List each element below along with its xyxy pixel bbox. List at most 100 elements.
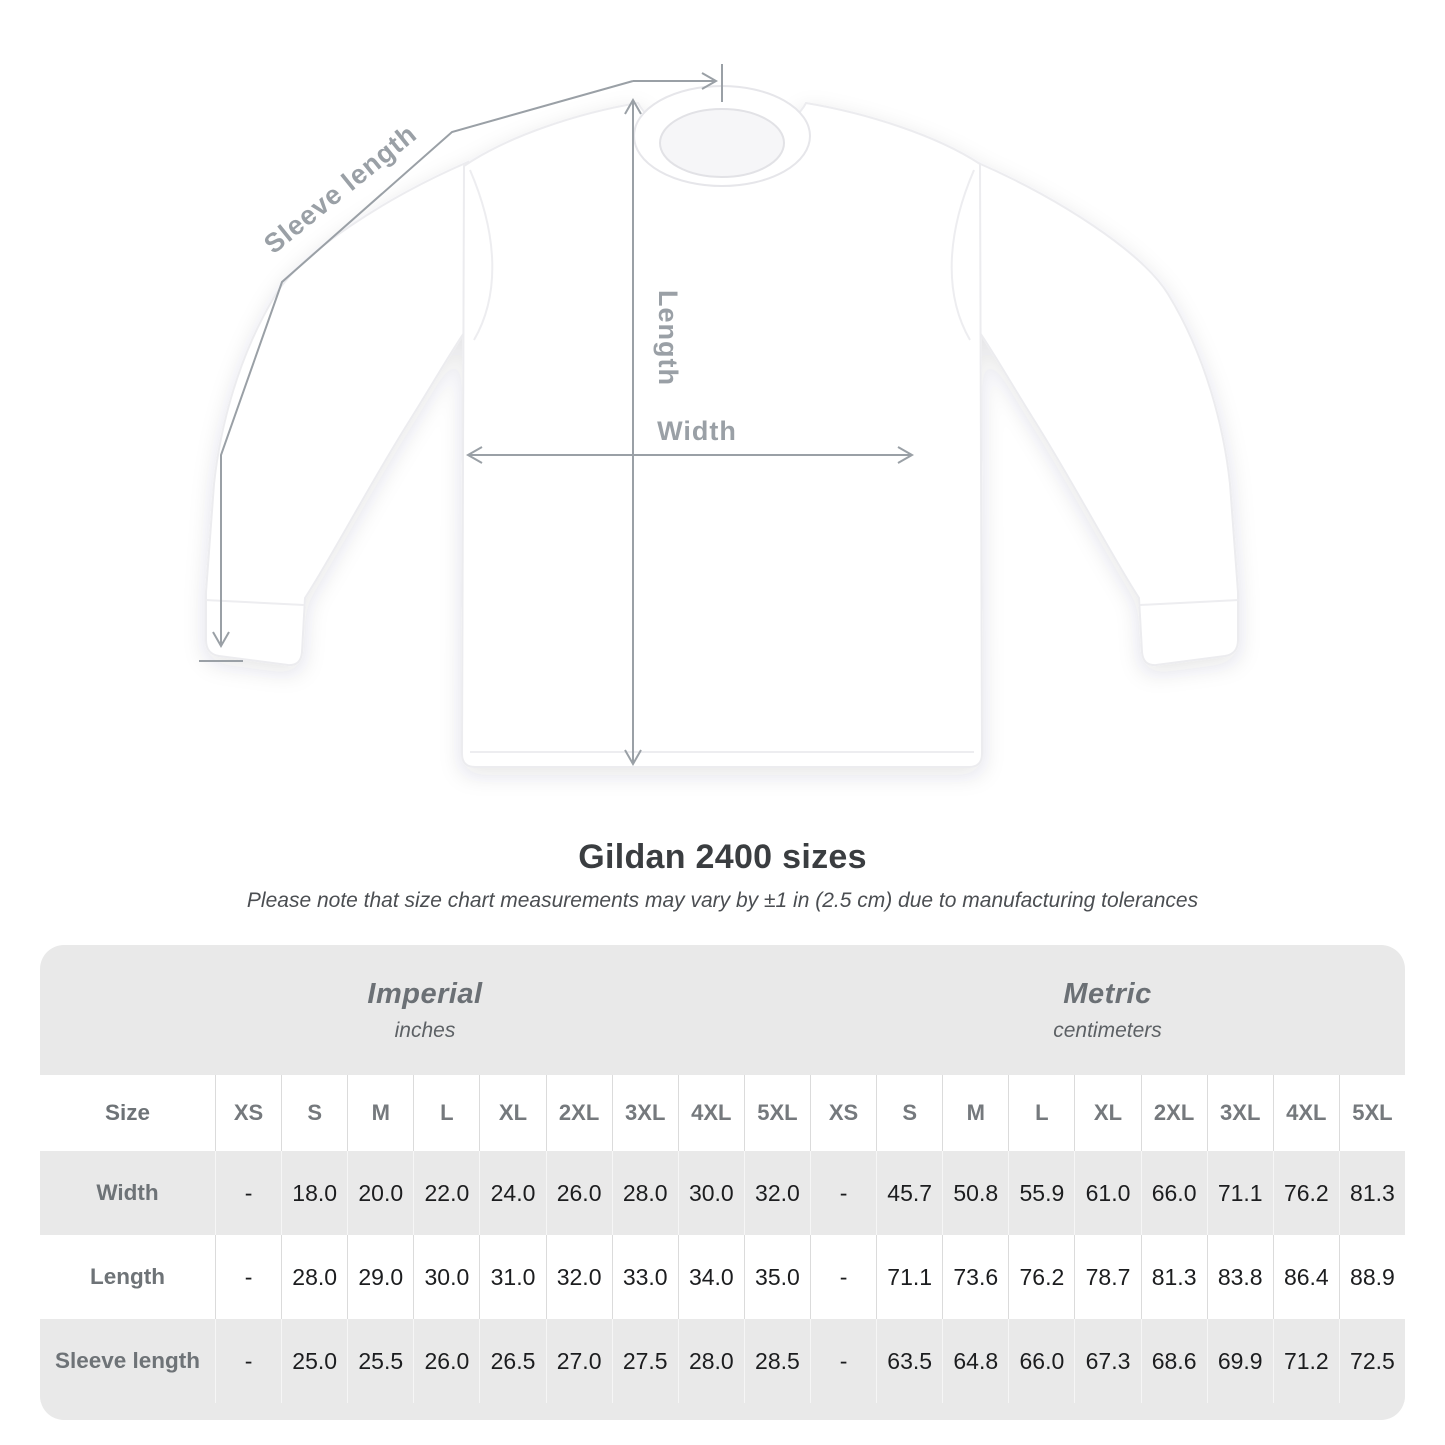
length-top-arrowhead [624, 97, 642, 115]
measurement-cell: 66.0 [1008, 1319, 1074, 1403]
size-column-header: XS [810, 1075, 876, 1151]
measurement-cell: 88.9 [1338, 1235, 1405, 1319]
measurement-cell: 71.1 [876, 1235, 942, 1319]
measurement-cell: 63.5 [876, 1319, 942, 1403]
size-column-header: M [942, 1075, 1008, 1151]
size-column-header: 3XL [1206, 1075, 1273, 1151]
length-bottom-arrowhead [624, 749, 642, 767]
size-column-header: 4XL [1272, 1075, 1339, 1151]
measurement-cell: 26.0 [545, 1151, 612, 1235]
unit-header-band: Imperial inches Metric centimeters [40, 945, 1405, 1075]
measurement-cell: 18.0 [281, 1151, 347, 1235]
page-title: Gildan 2400 sizes [578, 838, 867, 876]
measurement-cell: 50.8 [942, 1151, 1008, 1235]
measurement-cell: 73.6 [942, 1235, 1008, 1319]
measurement-cell: 25.5 [347, 1319, 413, 1403]
table-row-width: Width - 18.0 20.0 22.0 24.0 26.0 28.0 30… [40, 1151, 1405, 1235]
imperial-title: Imperial [367, 977, 483, 1010]
measurement-cell: - [810, 1151, 876, 1235]
metric-title: Metric [1063, 977, 1152, 1010]
measurement-cell: 28.5 [743, 1319, 810, 1403]
imperial-header: Imperial inches [40, 978, 810, 1043]
measurement-cell: 64.8 [942, 1319, 1008, 1403]
measurement-cell: 28.0 [281, 1235, 347, 1319]
measurement-cell: 69.9 [1206, 1319, 1273, 1403]
size-header-label: Size [104, 1100, 151, 1125]
width-label: Width [657, 416, 737, 446]
measurement-cell: 45.7 [876, 1151, 942, 1235]
collar-inner [659, 108, 785, 178]
size-column-header: 5XL [1338, 1075, 1405, 1151]
measurement-cell: 67.3 [1074, 1319, 1140, 1403]
shirt-left-sleeve [205, 160, 470, 667]
sleeve-length-down-arrowhead [212, 631, 230, 649]
measurement-cell: 35.0 [743, 1235, 810, 1319]
measurement-cell: 20.0 [347, 1151, 413, 1235]
measurement-cell: 86.4 [1272, 1235, 1339, 1319]
tolerance-note: Please note that size chart measurements… [246, 889, 1199, 912]
measurement-cell: 26.0 [413, 1319, 479, 1403]
size-column-header: L [413, 1075, 479, 1151]
measurement-cell: 81.3 [1338, 1151, 1405, 1235]
measurement-cell: 76.2 [1008, 1235, 1074, 1319]
imperial-unit: inches [394, 1018, 456, 1042]
size-column-header: 2XL [545, 1075, 612, 1151]
measurement-cell: 28.0 [677, 1319, 744, 1403]
table-row-sleeve-length: Sleeve length - 25.0 25.5 26.0 26.5 27.0… [40, 1319, 1405, 1403]
size-column-header: 2XL [1140, 1075, 1207, 1151]
size-column-header: S [281, 1075, 347, 1151]
measurement-cell: 24.0 [479, 1151, 545, 1235]
heading-block: Gildan 2400 sizes Please note that size … [0, 838, 1445, 913]
measurement-cell: 66.0 [1140, 1151, 1207, 1235]
size-column-header: 5XL [743, 1075, 810, 1151]
measurement-cell: 71.2 [1272, 1319, 1339, 1403]
measurement-cell: 71.1 [1206, 1151, 1273, 1235]
row-label: Sleeve length [54, 1348, 201, 1373]
size-table-card: Imperial inches Metric centimeters Size … [40, 945, 1405, 1420]
measurement-cell: - [810, 1319, 876, 1403]
table-row-length: Length - 28.0 29.0 30.0 31.0 32.0 33.0 3… [40, 1235, 1405, 1319]
measurement-cell: 25.0 [281, 1319, 347, 1403]
measurement-cell: 27.0 [545, 1319, 612, 1403]
measurement-cell: 72.5 [1338, 1319, 1405, 1403]
measurement-cell: 68.6 [1140, 1319, 1207, 1403]
size-column-header: XL [1074, 1075, 1140, 1151]
size-column-header: L [1008, 1075, 1074, 1151]
size-column-header: M [347, 1075, 413, 1151]
width-right-arrowhead [897, 446, 915, 464]
measurement-cell: - [215, 1319, 281, 1403]
measurement-cell: 76.2 [1272, 1151, 1339, 1235]
measurement-cell: 55.9 [1008, 1151, 1074, 1235]
measurement-cell: 61.0 [1074, 1151, 1140, 1235]
measurement-cell: - [215, 1235, 281, 1319]
measurement-cell: 30.0 [677, 1151, 744, 1235]
shirt-seams [204, 169, 1240, 753]
row-label: Length [90, 1264, 165, 1289]
size-column-header: XS [215, 1075, 281, 1151]
shirt-measurement-diagram: Sleeve length Length Width [199, 64, 1240, 768]
sleeve-length-right-arrowhead [701, 72, 719, 90]
size-column-header: XL [479, 1075, 545, 1151]
width-left-arrowhead [465, 446, 483, 464]
sleeve-length-measure-line [220, 80, 634, 646]
measurement-cell: 29.0 [347, 1235, 413, 1319]
measurement-cell: 30.0 [413, 1235, 479, 1319]
measurement-cell: - [215, 1151, 281, 1235]
measurement-cell: - [810, 1235, 876, 1319]
size-column-header: S [876, 1075, 942, 1151]
measurement-cell: 81.3 [1140, 1235, 1207, 1319]
size-header-row: Size XS S M L XL 2XL 3XL 4XL 5XL XS S M … [40, 1075, 1405, 1151]
length-label: Length [653, 290, 683, 386]
measurement-cell: 32.0 [743, 1151, 810, 1235]
row-label: Width [96, 1180, 159, 1205]
metric-header: Metric centimeters [810, 978, 1405, 1043]
measurement-cell: 32.0 [545, 1235, 612, 1319]
measurement-cell: 83.8 [1206, 1235, 1273, 1319]
size-column-header: 3XL [611, 1075, 678, 1151]
measurement-cell: 33.0 [611, 1235, 678, 1319]
size-column-header: 4XL [677, 1075, 744, 1151]
measurement-cell: 28.0 [611, 1151, 678, 1235]
measurement-cell: 22.0 [413, 1151, 479, 1235]
metric-unit: centimeters [1053, 1018, 1162, 1042]
